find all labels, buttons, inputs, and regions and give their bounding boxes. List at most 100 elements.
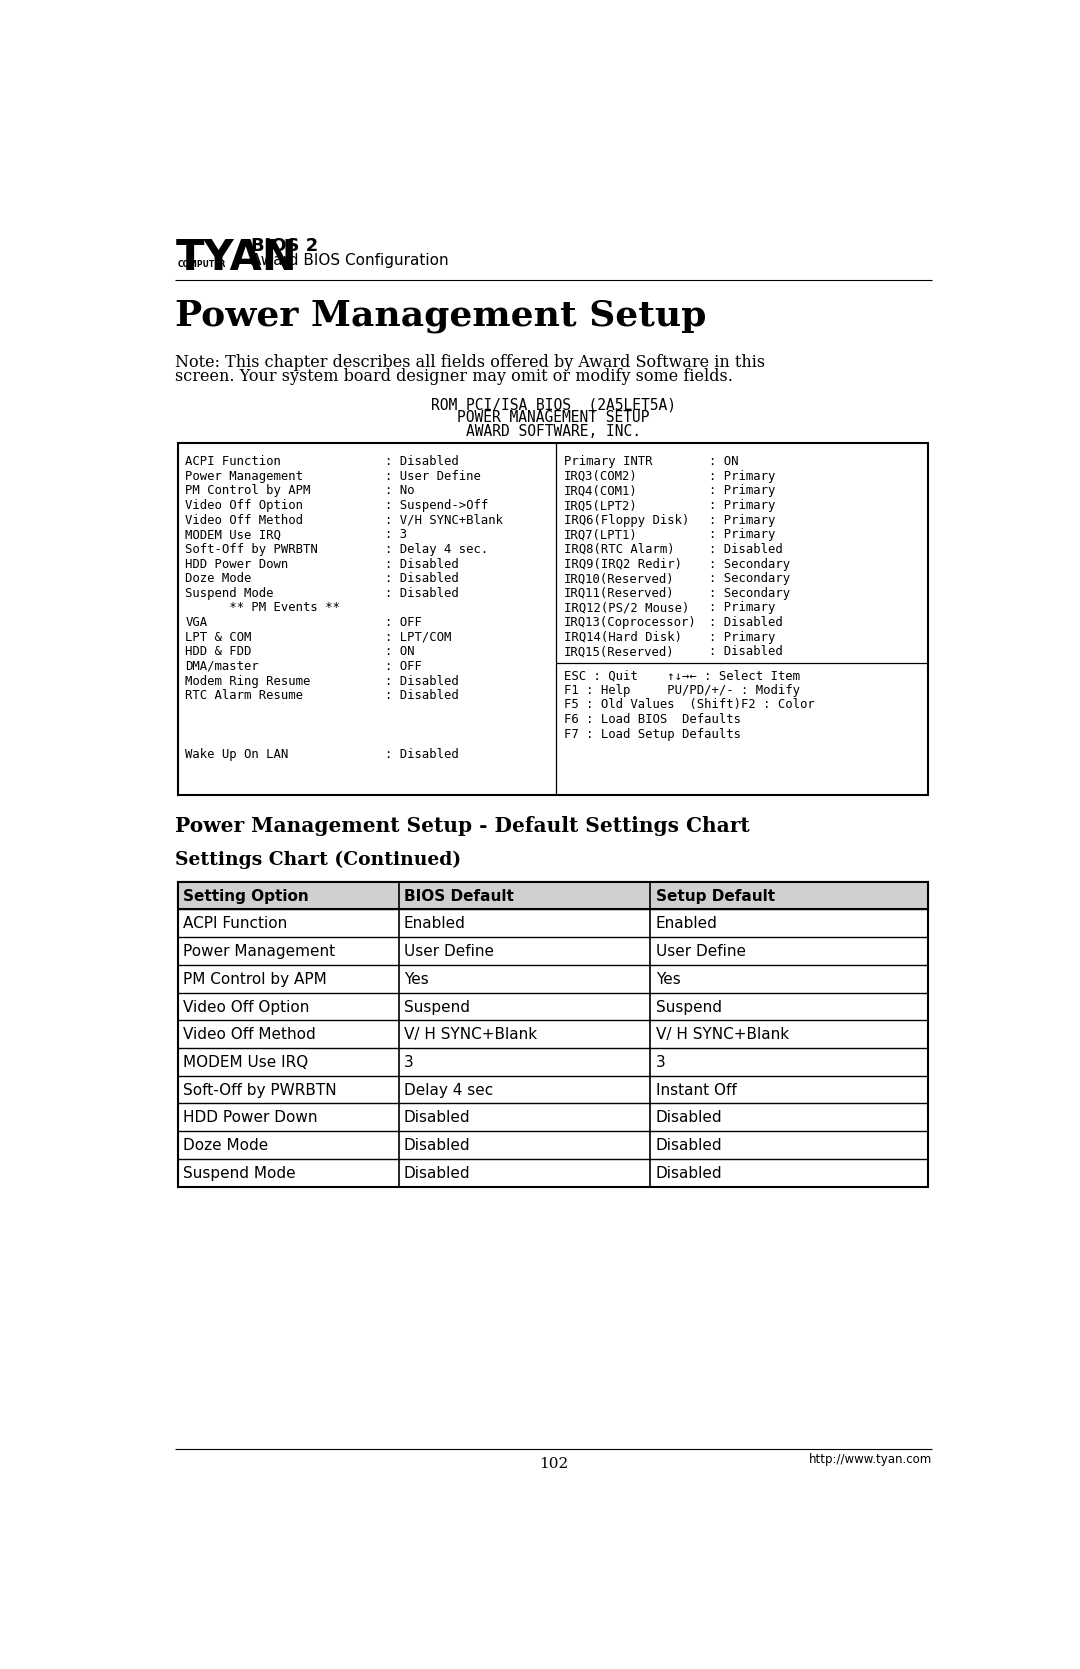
Text: ESC : Quit    ↑↓→← : Select Item: ESC : Quit ↑↓→← : Select Item [564, 669, 799, 683]
Text: : Disabled: : Disabled [386, 572, 459, 586]
Text: F6 : Load BIOS  Defaults: F6 : Load BIOS Defaults [564, 713, 741, 726]
Text: 102: 102 [539, 1457, 568, 1470]
Text: 3: 3 [656, 1055, 665, 1070]
Text: Power Management: Power Management [183, 945, 335, 960]
Text: : Delay 4 sec.: : Delay 4 sec. [386, 542, 488, 556]
Text: Enabled: Enabled [404, 916, 465, 931]
Text: POWER MANAGEMENT SETUP: POWER MANAGEMENT SETUP [457, 411, 650, 426]
Text: Modem Ring Resume: Modem Ring Resume [186, 674, 311, 688]
Text: HDD Power Down: HDD Power Down [186, 557, 288, 571]
Text: RTC Alarm Resume: RTC Alarm Resume [186, 689, 303, 703]
Text: Award BIOS Configuration: Award BIOS Configuration [252, 252, 449, 267]
Text: Enabled: Enabled [656, 916, 718, 931]
Text: VGA: VGA [186, 616, 207, 629]
Text: IRQ15(Reserved): IRQ15(Reserved) [564, 646, 674, 658]
Text: Soft-Off by PWRBTN: Soft-Off by PWRBTN [186, 542, 319, 556]
Text: : User Define: : User Define [386, 469, 482, 482]
Text: Doze Mode: Doze Mode [183, 1138, 268, 1153]
Text: Suspend Mode: Suspend Mode [183, 1167, 296, 1182]
Text: : Disabled: : Disabled [386, 689, 459, 703]
Text: Video Off Method: Video Off Method [183, 1026, 315, 1041]
Text: : Disabled: : Disabled [386, 456, 459, 467]
Text: : ON: : ON [710, 456, 739, 467]
Text: PM Control by APM: PM Control by APM [186, 484, 311, 497]
Text: : Primary: : Primary [710, 484, 775, 497]
Text: : 3: : 3 [386, 529, 407, 541]
Text: Settings Chart (Continued): Settings Chart (Continued) [175, 851, 461, 870]
Text: : Disabled: : Disabled [710, 616, 783, 629]
Text: Disabled: Disabled [656, 1167, 723, 1182]
Text: Disabled: Disabled [404, 1138, 471, 1153]
Text: Power Management: Power Management [186, 469, 303, 482]
Text: DMA/master: DMA/master [186, 659, 259, 673]
Text: Disabled: Disabled [656, 1138, 723, 1153]
Text: : Disabled: : Disabled [386, 748, 459, 761]
Text: : Primary: : Primary [710, 469, 775, 482]
Text: Yes: Yes [656, 971, 680, 986]
Text: Disabled: Disabled [404, 1167, 471, 1182]
Text: : V/H SYNC+Blank: : V/H SYNC+Blank [386, 514, 503, 527]
Text: IRQ3(COM2): IRQ3(COM2) [564, 469, 637, 482]
Text: 3: 3 [404, 1055, 414, 1070]
Text: Doze Mode: Doze Mode [186, 572, 252, 586]
Text: Power Management Setup - Default Settings Chart: Power Management Setup - Default Setting… [175, 816, 750, 836]
Text: Note: This chapter describes all fields offered by Award Software in this: Note: This chapter describes all fields … [175, 354, 766, 371]
Bar [177, 881, 928, 910]
Text: http://www.tyan.com: http://www.tyan.com [809, 1454, 932, 1465]
Text: : Secondary: : Secondary [710, 557, 791, 571]
Text: : Primary: : Primary [710, 529, 775, 541]
Text: Soft-Off by PWRBTN: Soft-Off by PWRBTN [183, 1083, 337, 1098]
Text: : LPT/COM: : LPT/COM [386, 631, 451, 644]
Text: IRQ12(PS/2 Mouse): IRQ12(PS/2 Mouse) [564, 601, 689, 614]
Text: Instant Off: Instant Off [656, 1083, 737, 1098]
Text: Suspend: Suspend [656, 1000, 721, 1015]
Text: : OFF: : OFF [386, 616, 422, 629]
Text: F1 : Help     PU/PD/+/- : Modify: F1 : Help PU/PD/+/- : Modify [564, 684, 799, 698]
Text: Primary INTR: Primary INTR [564, 456, 652, 467]
Text: V/ H SYNC+Blank: V/ H SYNC+Blank [404, 1026, 537, 1041]
Text: Suspend Mode: Suspend Mode [186, 587, 274, 599]
Text: COMPUTER: COMPUTER [177, 260, 226, 269]
Text: : Secondary: : Secondary [710, 587, 791, 599]
Text: : Disabled: : Disabled [386, 557, 459, 571]
Text: : Primary: : Primary [710, 601, 775, 614]
Text: ROM PCI/ISA BIOS  (2A5LET5A): ROM PCI/ISA BIOS (2A5LET5A) [431, 397, 676, 412]
Text: Video Off Option: Video Off Option [186, 499, 303, 512]
Text: TYAN: TYAN [175, 237, 297, 279]
Text: : ON: : ON [386, 646, 415, 658]
Text: HDD & FDD: HDD & FDD [186, 646, 252, 658]
Text: : Secondary: : Secondary [710, 572, 791, 586]
Text: User Define: User Define [656, 945, 746, 960]
Text: IRQ8(RTC Alarm): IRQ8(RTC Alarm) [564, 542, 674, 556]
Text: LPT & COM: LPT & COM [186, 631, 252, 644]
Text: Setup Default: Setup Default [656, 888, 775, 903]
Text: Disabled: Disabled [404, 1110, 471, 1125]
Text: : OFF: : OFF [386, 659, 422, 673]
Text: Disabled: Disabled [656, 1110, 723, 1125]
Text: AWARD SOFTWARE, INC.: AWARD SOFTWARE, INC. [465, 424, 642, 439]
Text: screen. Your system board designer may omit or modify some fields.: screen. Your system board designer may o… [175, 369, 733, 386]
Text: Yes: Yes [404, 971, 429, 986]
Text: Video Off Method: Video Off Method [186, 514, 303, 527]
Text: ACPI Function: ACPI Function [183, 916, 287, 931]
Text: IRQ5(LPT2): IRQ5(LPT2) [564, 499, 637, 512]
Text: : Primary: : Primary [710, 514, 775, 527]
Text: MODEM Use IRQ: MODEM Use IRQ [186, 529, 281, 541]
Text: : Primary: : Primary [710, 631, 775, 644]
Bar [177, 881, 928, 1187]
Text: Wake Up On LAN: Wake Up On LAN [186, 748, 288, 761]
Text: PM Control by APM: PM Control by APM [183, 971, 327, 986]
Text: IRQ9(IRQ2 Redir): IRQ9(IRQ2 Redir) [564, 557, 681, 571]
Text: : Suspend->Off: : Suspend->Off [386, 499, 488, 512]
Text: HDD Power Down: HDD Power Down [183, 1110, 318, 1125]
Text: : Disabled: : Disabled [710, 646, 783, 658]
Text: BIOS Default: BIOS Default [404, 888, 514, 903]
Text: : Disabled: : Disabled [386, 587, 459, 599]
Text: F5 : Old Values  (Shift)F2 : Color: F5 : Old Values (Shift)F2 : Color [564, 698, 814, 711]
Text: IRQ6(Floppy Disk): IRQ6(Floppy Disk) [564, 514, 689, 527]
Text: : Disabled: : Disabled [710, 542, 783, 556]
Text: IRQ4(COM1): IRQ4(COM1) [564, 484, 637, 497]
Text: Suspend: Suspend [404, 1000, 470, 1015]
Text: BIOS 2: BIOS 2 [252, 237, 319, 255]
Text: Delay 4 sec: Delay 4 sec [404, 1083, 494, 1098]
